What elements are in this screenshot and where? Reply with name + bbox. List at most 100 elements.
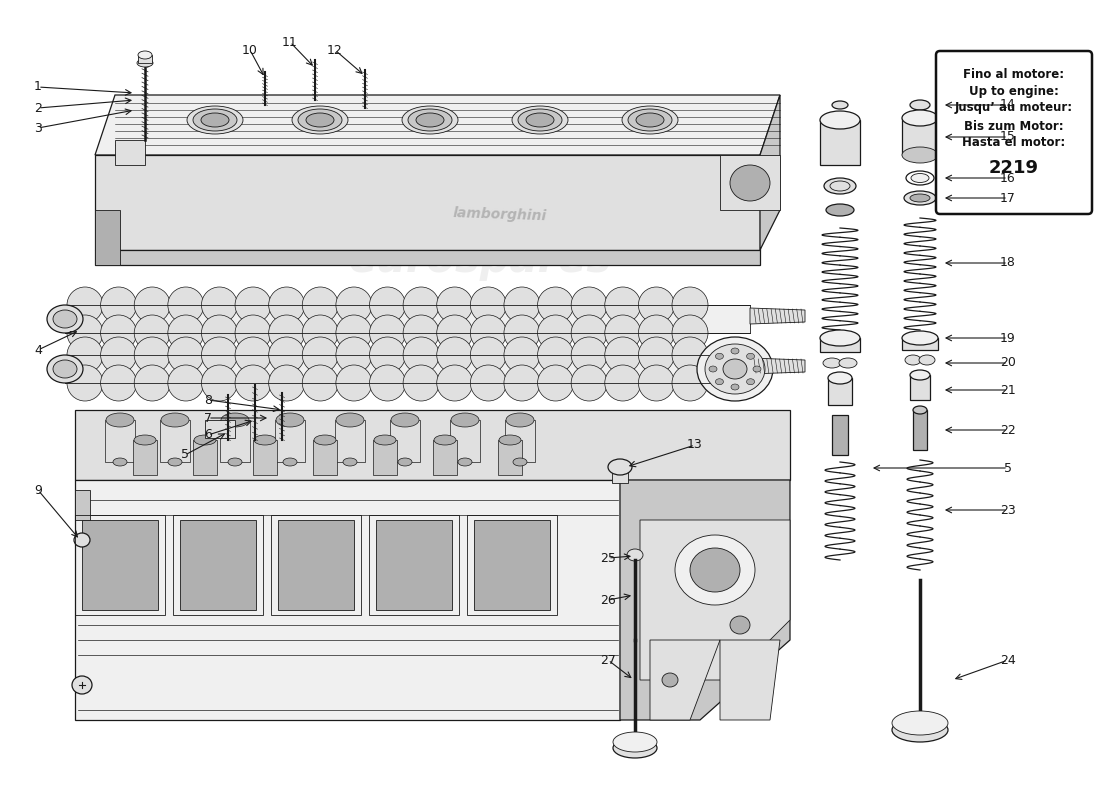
Ellipse shape bbox=[437, 315, 473, 351]
Ellipse shape bbox=[74, 533, 90, 547]
Ellipse shape bbox=[306, 113, 334, 127]
Ellipse shape bbox=[374, 435, 396, 445]
Text: 14: 14 bbox=[1000, 98, 1016, 111]
Ellipse shape bbox=[302, 337, 339, 373]
Ellipse shape bbox=[638, 337, 674, 373]
Ellipse shape bbox=[471, 287, 506, 323]
Polygon shape bbox=[832, 415, 848, 455]
Ellipse shape bbox=[192, 109, 236, 131]
Polygon shape bbox=[902, 338, 938, 350]
Ellipse shape bbox=[416, 113, 444, 127]
Ellipse shape bbox=[690, 548, 740, 592]
Polygon shape bbox=[65, 355, 750, 383]
Ellipse shape bbox=[451, 413, 478, 427]
Ellipse shape bbox=[892, 718, 948, 742]
Ellipse shape bbox=[336, 413, 364, 427]
Text: Fino al motore:: Fino al motore: bbox=[964, 67, 1065, 81]
Ellipse shape bbox=[513, 458, 527, 466]
Text: 21: 21 bbox=[1000, 383, 1016, 397]
Ellipse shape bbox=[905, 355, 921, 365]
Ellipse shape bbox=[675, 535, 755, 605]
Text: 8: 8 bbox=[204, 394, 212, 406]
Polygon shape bbox=[720, 155, 780, 210]
Text: 18: 18 bbox=[1000, 257, 1016, 270]
Bar bbox=[368, 515, 459, 615]
Ellipse shape bbox=[538, 365, 573, 401]
Ellipse shape bbox=[187, 106, 243, 134]
Polygon shape bbox=[820, 338, 860, 352]
Ellipse shape bbox=[518, 109, 562, 131]
Polygon shape bbox=[220, 420, 250, 462]
Ellipse shape bbox=[106, 413, 134, 427]
Text: 11: 11 bbox=[282, 35, 298, 49]
Ellipse shape bbox=[113, 458, 127, 466]
Ellipse shape bbox=[902, 331, 938, 345]
Polygon shape bbox=[828, 378, 852, 405]
Ellipse shape bbox=[662, 673, 678, 687]
Ellipse shape bbox=[408, 109, 452, 131]
Ellipse shape bbox=[221, 413, 249, 427]
Ellipse shape bbox=[53, 310, 77, 328]
Ellipse shape bbox=[504, 337, 540, 373]
Text: 5: 5 bbox=[182, 449, 189, 462]
Bar bbox=[173, 515, 263, 615]
Ellipse shape bbox=[47, 355, 82, 383]
Polygon shape bbox=[902, 118, 938, 155]
Bar bbox=[271, 515, 361, 615]
Ellipse shape bbox=[471, 365, 506, 401]
Bar bbox=[180, 520, 256, 610]
Ellipse shape bbox=[820, 330, 860, 346]
Text: 4: 4 bbox=[34, 343, 42, 357]
Text: Up to engine:: Up to engine: bbox=[969, 85, 1059, 98]
Ellipse shape bbox=[697, 337, 773, 401]
Ellipse shape bbox=[201, 287, 238, 323]
Ellipse shape bbox=[458, 458, 472, 466]
Ellipse shape bbox=[402, 106, 458, 134]
Ellipse shape bbox=[911, 174, 930, 182]
Ellipse shape bbox=[298, 109, 342, 131]
Polygon shape bbox=[640, 520, 790, 680]
Text: Hasta el motor:: Hasta el motor: bbox=[962, 137, 1066, 150]
Polygon shape bbox=[104, 420, 135, 462]
Ellipse shape bbox=[134, 365, 170, 401]
Ellipse shape bbox=[918, 355, 935, 365]
Ellipse shape bbox=[636, 113, 664, 127]
Ellipse shape bbox=[276, 413, 304, 427]
Ellipse shape bbox=[747, 354, 755, 359]
Polygon shape bbox=[505, 420, 535, 462]
Ellipse shape bbox=[336, 315, 372, 351]
Ellipse shape bbox=[67, 365, 103, 401]
Text: 9: 9 bbox=[34, 483, 42, 497]
Ellipse shape bbox=[826, 204, 854, 216]
Ellipse shape bbox=[201, 337, 238, 373]
Ellipse shape bbox=[336, 365, 372, 401]
Ellipse shape bbox=[437, 287, 473, 323]
Ellipse shape bbox=[820, 111, 860, 129]
Text: 3: 3 bbox=[34, 122, 42, 134]
Ellipse shape bbox=[538, 287, 573, 323]
Ellipse shape bbox=[613, 732, 657, 752]
Ellipse shape bbox=[67, 337, 103, 373]
Text: 25: 25 bbox=[601, 551, 616, 565]
Ellipse shape bbox=[715, 354, 724, 359]
Ellipse shape bbox=[403, 315, 439, 351]
Ellipse shape bbox=[437, 365, 473, 401]
Bar bbox=[278, 520, 354, 610]
Ellipse shape bbox=[72, 676, 92, 694]
Ellipse shape bbox=[910, 100, 930, 110]
Ellipse shape bbox=[638, 365, 674, 401]
Ellipse shape bbox=[134, 287, 170, 323]
Bar bbox=[376, 520, 452, 610]
Ellipse shape bbox=[538, 315, 573, 351]
Ellipse shape bbox=[471, 337, 506, 373]
Polygon shape bbox=[75, 490, 90, 520]
Ellipse shape bbox=[370, 337, 406, 373]
Text: 15: 15 bbox=[1000, 130, 1016, 143]
Ellipse shape bbox=[302, 315, 339, 351]
Polygon shape bbox=[65, 305, 750, 333]
Ellipse shape bbox=[672, 315, 708, 351]
Text: 24: 24 bbox=[1000, 654, 1016, 666]
Polygon shape bbox=[910, 375, 930, 400]
Ellipse shape bbox=[526, 113, 554, 127]
Ellipse shape bbox=[571, 315, 607, 351]
